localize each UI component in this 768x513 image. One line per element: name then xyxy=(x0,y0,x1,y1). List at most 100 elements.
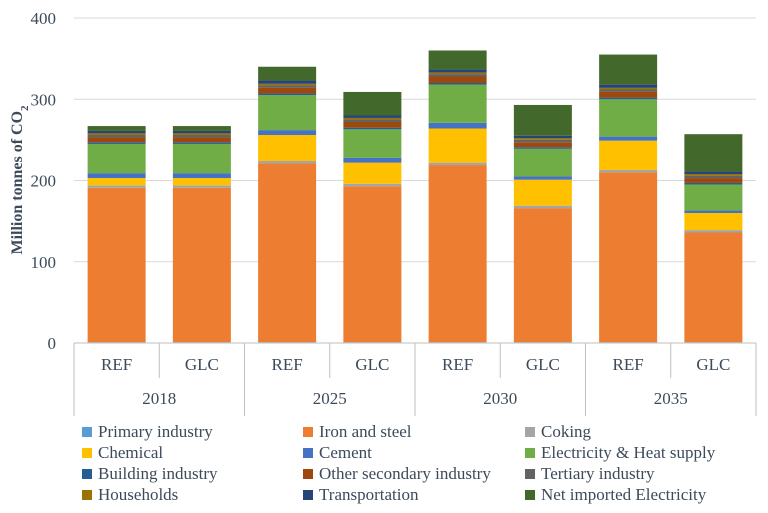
legend-label: Households xyxy=(98,485,179,504)
bar-segment xyxy=(684,232,743,343)
legend-label: Other secondary industry xyxy=(319,464,491,483)
bar-segment xyxy=(258,130,317,135)
bar-segment xyxy=(172,185,231,188)
y-tick-label: 100 xyxy=(31,253,57,272)
bar-segment xyxy=(513,176,572,180)
x-group-label: 2018 xyxy=(142,389,176,408)
bar-segment xyxy=(513,104,572,136)
axes xyxy=(73,342,757,416)
bar-segment xyxy=(258,95,317,131)
bar-segment xyxy=(87,143,146,174)
legend-label: Coking xyxy=(541,422,592,441)
bar-stack-4 xyxy=(428,50,487,343)
bar-segment xyxy=(684,184,743,211)
bar-segment xyxy=(87,137,146,143)
y-tick-label: 300 xyxy=(31,90,57,109)
bar-segment xyxy=(87,130,146,134)
x-category-label: GLC xyxy=(526,355,560,374)
bar-segment xyxy=(172,137,231,143)
bar-segment xyxy=(172,135,231,138)
bar-segment xyxy=(428,74,487,77)
bar-segment xyxy=(599,169,658,173)
legend-label: Iron and steel xyxy=(319,422,412,441)
bar-segment xyxy=(343,183,402,187)
bar-segment xyxy=(87,135,146,138)
bar-segment xyxy=(428,128,487,163)
legend-item: Households xyxy=(82,485,178,505)
y-tick-labels: 0 100 200 300 400 xyxy=(31,9,57,353)
bar-segment xyxy=(172,142,231,144)
bar-segment xyxy=(172,126,231,131)
bar-segment xyxy=(343,115,402,118)
bar-segment xyxy=(172,130,231,134)
bar-segment xyxy=(428,76,487,83)
bar-segment xyxy=(684,213,743,231)
legend-item: Electricity & Heat supply xyxy=(525,443,715,463)
bar-segment xyxy=(513,138,572,140)
bar-segment xyxy=(599,140,658,170)
legend-swatch xyxy=(525,448,535,458)
bar-segment xyxy=(513,135,572,139)
bar-segment xyxy=(513,147,572,149)
bar-segment xyxy=(684,230,743,233)
bar-segment xyxy=(343,91,402,116)
legend-swatch xyxy=(303,490,313,500)
bar-segment xyxy=(343,157,402,163)
bar-segment xyxy=(343,186,402,343)
bar-segment xyxy=(87,178,146,186)
bar-segment xyxy=(684,178,743,183)
bar-segment xyxy=(343,122,402,128)
legend-swatch xyxy=(303,448,313,458)
legend-swatch xyxy=(525,469,535,479)
bar-segment xyxy=(513,142,572,148)
bar-segment xyxy=(258,135,317,161)
legend-label: Chemical xyxy=(98,443,164,462)
y-tick-label: 400 xyxy=(31,9,57,28)
legend-item: Cement xyxy=(303,443,372,463)
bar-segment xyxy=(428,50,487,70)
legend-label: Net imported Electricity xyxy=(541,485,707,504)
y-tick-label: 200 xyxy=(31,172,57,191)
bar-segment xyxy=(599,54,658,85)
bar-segment xyxy=(428,69,487,73)
legend-swatch xyxy=(82,490,92,500)
bar-stack-7 xyxy=(684,134,743,343)
legend-item: Iron and steel xyxy=(303,422,412,442)
bar-segment xyxy=(428,122,487,129)
bar-segment xyxy=(343,127,402,130)
bars xyxy=(87,50,743,343)
bar-segment xyxy=(599,87,658,90)
x-category-label: REF xyxy=(613,355,644,374)
bar-segment xyxy=(87,126,146,131)
bar-segment xyxy=(87,185,146,188)
bar-segment xyxy=(428,83,487,85)
bar-segment xyxy=(343,117,402,120)
legend-item: Chemical xyxy=(82,443,163,463)
bar-segment xyxy=(599,99,658,137)
x-group-label: 2025 xyxy=(313,389,347,408)
bar-segment xyxy=(684,210,743,213)
bar-segment xyxy=(258,163,317,343)
legend-swatch xyxy=(525,490,535,500)
legend-swatch xyxy=(303,469,313,479)
bar-segment xyxy=(87,133,146,135)
legend-item: Primary industry xyxy=(82,422,213,442)
bar-segment xyxy=(513,179,572,206)
bar-segment xyxy=(258,93,317,96)
x-category-label: GLC xyxy=(355,355,389,374)
legend-item: Coking xyxy=(525,422,591,442)
bar-segment xyxy=(428,84,487,123)
bar-segment xyxy=(599,89,658,92)
bar-segment xyxy=(599,136,658,141)
bar-segment xyxy=(343,129,402,158)
bar-segment xyxy=(428,72,487,75)
bar-segment xyxy=(684,175,743,179)
x-category-labels: REF GLC REF GLC REF GLC REF GLC 2018 2025 2030 2035 xyxy=(101,355,730,408)
bar-segment xyxy=(172,187,231,343)
bar-segment xyxy=(513,208,572,343)
legend-swatch xyxy=(82,448,92,458)
bar-segment xyxy=(172,178,231,186)
bar-segment xyxy=(343,162,402,184)
x-group-label: 2035 xyxy=(654,389,688,408)
bar-segment xyxy=(513,139,572,143)
